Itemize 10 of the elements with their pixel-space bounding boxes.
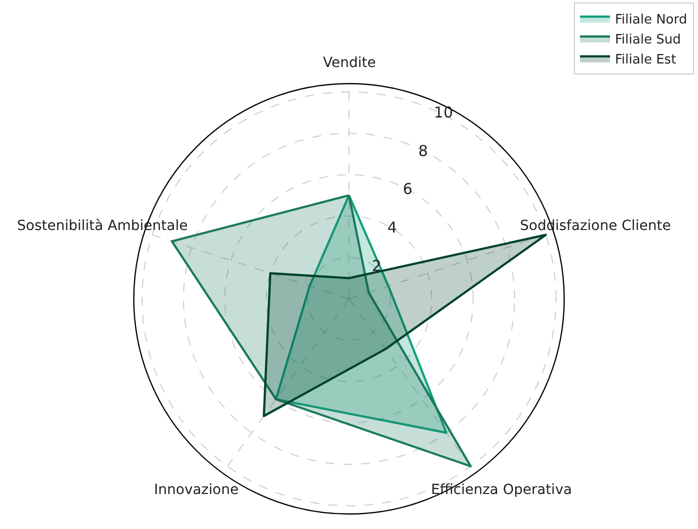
y-tick-label: 8 bbox=[418, 142, 428, 160]
legend-label: Filiale Nord bbox=[615, 12, 688, 28]
y-tick-label: 4 bbox=[387, 218, 397, 237]
legend-label: Filiale Est bbox=[615, 52, 676, 68]
y-tick-label: 6 bbox=[402, 180, 412, 198]
y-tick-label: 2 bbox=[372, 256, 382, 275]
legend-label: Filiale Sud bbox=[615, 32, 681, 48]
y-tick-label: 10 bbox=[434, 103, 454, 122]
spoke-label: Innovazione bbox=[154, 482, 239, 498]
spoke-label: Vendite bbox=[323, 55, 376, 71]
